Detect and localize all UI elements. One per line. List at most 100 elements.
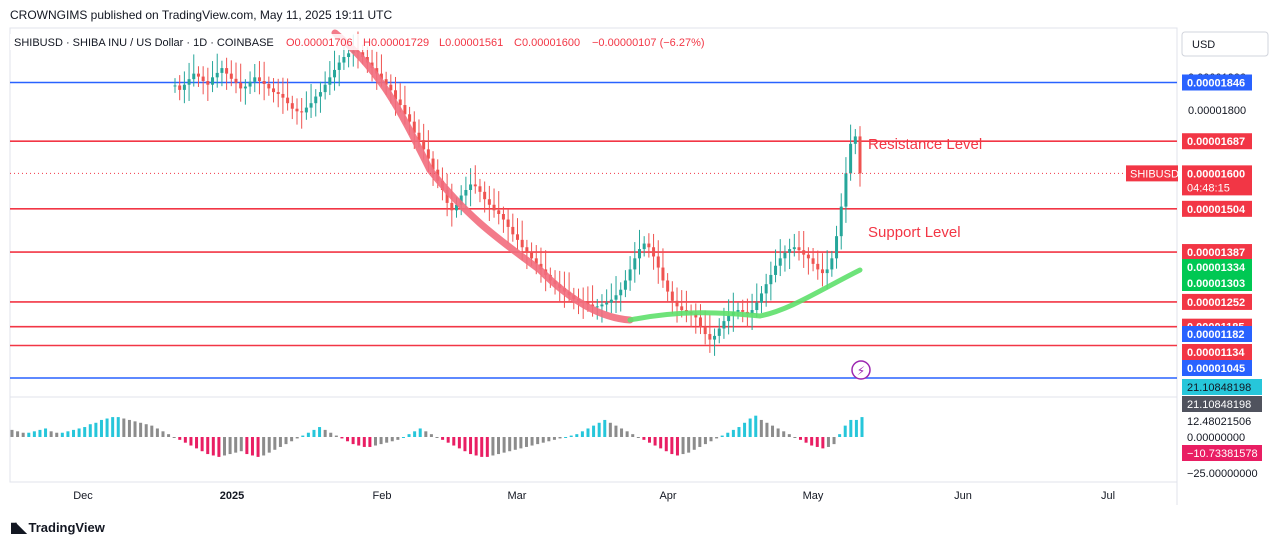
candle-body xyxy=(300,111,304,113)
tradingview-mark-icon: ▮◣ xyxy=(10,519,27,535)
oscillator-bar xyxy=(854,419,858,437)
oscillator-bar xyxy=(776,428,780,437)
ma-label-text: 0.00001303 xyxy=(1187,278,1245,290)
candle-body xyxy=(492,204,496,211)
current-price-value: 0.00001600 xyxy=(1187,168,1245,180)
oscillator-bar xyxy=(748,418,752,437)
candle-body xyxy=(525,247,529,253)
candle-body xyxy=(215,72,219,78)
oscillator-bar xyxy=(105,418,109,437)
oscillator-bar xyxy=(38,429,42,437)
legend-close: C0.00001600 xyxy=(514,37,580,49)
oscillator-bar xyxy=(631,434,635,437)
price-label-text: 0.00001846 xyxy=(1187,77,1245,89)
oscillator-bar xyxy=(295,437,299,439)
oscillator-bar xyxy=(754,415,758,437)
oscillator-bar xyxy=(636,437,640,438)
candle-body xyxy=(844,173,848,207)
oscillator-bar xyxy=(99,419,103,437)
oscillator-bar xyxy=(267,437,271,453)
legend-open: O0.00001706 xyxy=(286,37,353,49)
candle-body xyxy=(849,143,853,174)
time-tick-label: Feb xyxy=(373,490,392,502)
candle-body xyxy=(309,103,313,108)
candle-body xyxy=(591,304,595,307)
oscillator-bar xyxy=(653,437,657,446)
oscillator-bar xyxy=(664,437,668,452)
oscillator-bar xyxy=(306,432,310,437)
candle-body xyxy=(736,310,740,312)
candle-body xyxy=(206,81,210,85)
candle-body xyxy=(248,81,252,87)
time-tick-label: Jul xyxy=(1101,490,1115,502)
oscillator-bar xyxy=(547,437,551,442)
oscillator-bar xyxy=(446,437,450,443)
oscillator-bar xyxy=(463,437,467,452)
oscillator-bar xyxy=(497,437,501,455)
candle-body xyxy=(243,86,247,89)
osc-label-badge xyxy=(1182,379,1262,395)
oscillator-bar xyxy=(513,437,517,450)
currency-selector[interactable] xyxy=(1181,31,1269,57)
oscillator-bar xyxy=(401,437,405,438)
candle-body xyxy=(797,247,801,251)
oscillator-bar xyxy=(474,437,478,456)
oscillator-bar xyxy=(759,419,763,437)
price-label-badge xyxy=(1182,74,1252,91)
oscillator-bar xyxy=(407,434,411,437)
price-label-badge xyxy=(1182,200,1252,217)
candle-body xyxy=(806,254,810,259)
oscillator-bar xyxy=(301,435,305,437)
lightning-icon[interactable] xyxy=(851,360,871,380)
candle-body xyxy=(272,88,276,93)
candle-body xyxy=(337,62,341,70)
osc-label-text: 21.10848198 xyxy=(1187,382,1251,394)
ma-label-text: 0.00001334 xyxy=(1187,262,1246,274)
oscillator-bar xyxy=(485,437,489,457)
oscillator-bar xyxy=(519,437,523,449)
oscillator-bar xyxy=(731,429,735,437)
legend-low: L0.00001561 xyxy=(439,37,503,49)
oscillator-bar xyxy=(379,437,383,445)
oscillator-bar xyxy=(597,422,601,437)
oscillator-bar xyxy=(144,424,148,437)
oscillator-bar xyxy=(452,437,456,446)
oscillator-bar xyxy=(580,431,584,437)
oscillator-bar xyxy=(346,437,350,442)
oscillator-bar xyxy=(32,431,36,437)
candle-body xyxy=(253,77,257,82)
candle-body xyxy=(820,269,824,274)
oscillator-bar xyxy=(150,425,154,437)
candle-body xyxy=(342,57,346,63)
oscillator-bar xyxy=(569,435,573,437)
candle-body xyxy=(708,334,712,340)
candle-body xyxy=(286,97,290,104)
candle-body xyxy=(173,85,177,87)
current-price-badge xyxy=(1182,165,1252,196)
oscillator-bar xyxy=(318,427,322,437)
candle-body xyxy=(656,256,660,268)
candle-body xyxy=(652,247,656,257)
candle-body xyxy=(187,79,191,85)
oscillator-bar xyxy=(821,437,825,449)
oscillator-bar xyxy=(83,427,87,437)
price-tick-label: 0.00001800 xyxy=(1188,105,1246,117)
candle-body xyxy=(318,92,322,97)
candle-body xyxy=(450,202,454,211)
candle-body xyxy=(769,274,773,285)
oscillator-bar xyxy=(782,431,786,437)
oscillator-bar xyxy=(441,437,445,440)
candle-body xyxy=(220,68,224,73)
candle-body xyxy=(830,258,834,270)
oscillator-bar xyxy=(290,437,294,442)
oscillator-bar xyxy=(368,437,372,447)
candle-body xyxy=(661,267,665,281)
candle-body xyxy=(375,68,379,74)
lightning-glyph: ⚡ xyxy=(857,364,865,378)
time-tick-label: Jun xyxy=(954,490,972,502)
candle-body xyxy=(811,258,815,264)
candle-body xyxy=(750,310,754,314)
oscillator-bar xyxy=(435,437,439,438)
tradingview-logo[interactable]: ▮◣ TradingView xyxy=(10,519,105,536)
